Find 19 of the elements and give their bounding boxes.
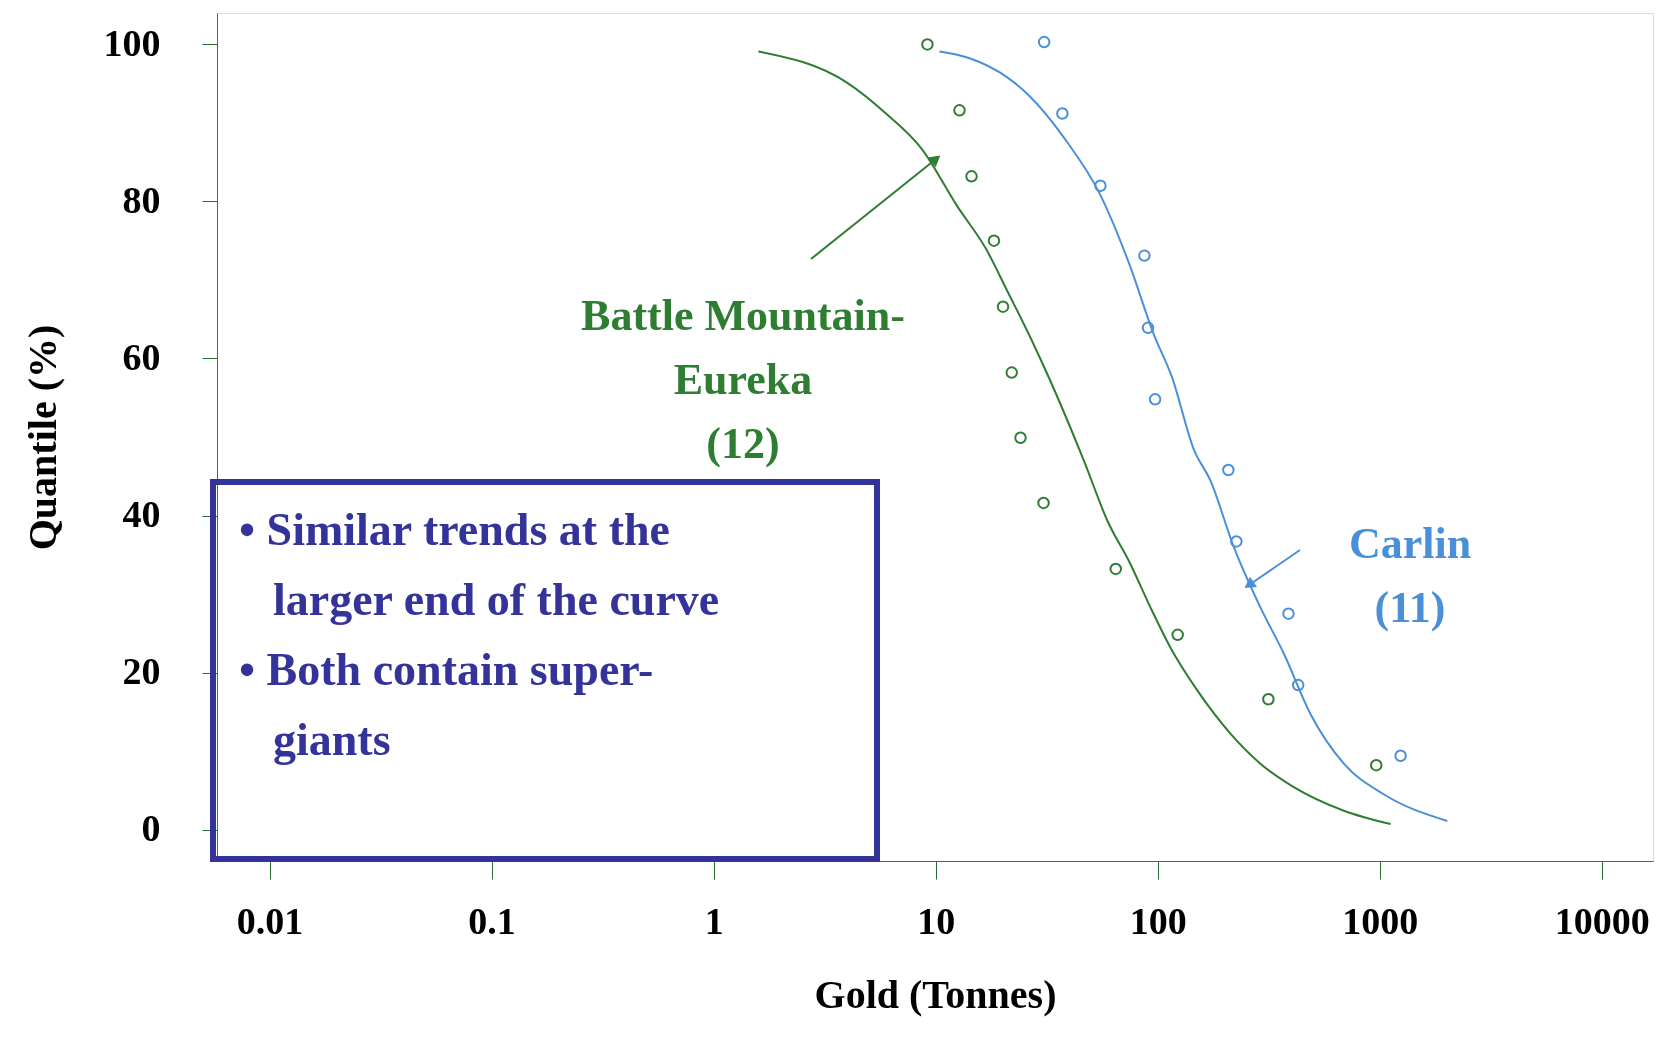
x-tick-label: 1000 — [1342, 899, 1419, 942]
x-tick-label: 0.1 — [468, 899, 516, 942]
legend-label: Carlin (11) — [1348, 519, 1472, 632]
x-tick-label: 0.01 — [236, 899, 304, 942]
y-tick-label: 0 — [141, 807, 161, 850]
y-tick-label: 80 — [122, 178, 161, 221]
y-tick-label: 100 — [103, 21, 161, 64]
y-tick-label: 20 — [122, 650, 161, 693]
annotation: • Both contain super- giants — [239, 644, 654, 765]
x-tick-label: 100 — [1129, 899, 1187, 942]
y-axis-title: Quantile (%) — [19, 324, 65, 551]
y-tick-label: 40 — [122, 493, 161, 536]
x-tick-label: 1 — [704, 899, 724, 942]
y-tick-label: 60 — [122, 335, 161, 378]
text: Battle Mountain- Eureka (12) — [581, 291, 905, 468]
annotation: • Similar trends at the larger end of the curve — [239, 504, 720, 625]
x-axis-title: Gold (Tonnes) — [814, 971, 1057, 1017]
x-tick-label: 10 — [917, 899, 956, 942]
x-tick-label: 10000 — [1554, 899, 1650, 942]
